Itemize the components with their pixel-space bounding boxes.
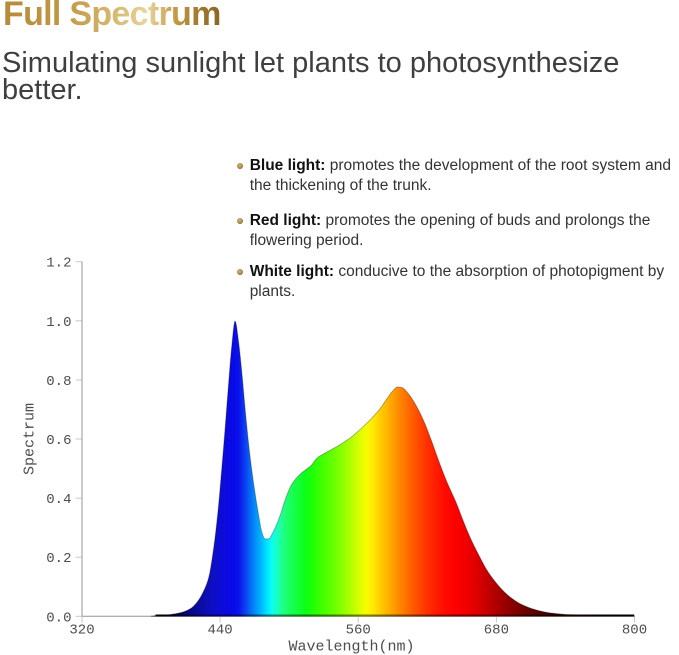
svg-text:1.0: 1.0 [46, 315, 71, 331]
svg-text:680: 680 [484, 623, 509, 639]
svg-text:Wavelength(nm): Wavelength(nm) [288, 639, 414, 655]
svg-text:0.6: 0.6 [46, 433, 71, 449]
svg-text:560: 560 [346, 623, 371, 639]
svg-text:0.0: 0.0 [46, 610, 71, 626]
svg-text:Spectrum: Spectrum [21, 403, 38, 475]
svg-text:0.8: 0.8 [46, 374, 71, 390]
svg-text:1.2: 1.2 [46, 256, 71, 272]
svg-text:320: 320 [69, 623, 94, 639]
svg-text:440: 440 [207, 623, 232, 639]
svg-text:800: 800 [622, 623, 647, 639]
svg-text:0.2: 0.2 [46, 551, 71, 567]
svg-text:0.4: 0.4 [46, 492, 71, 508]
